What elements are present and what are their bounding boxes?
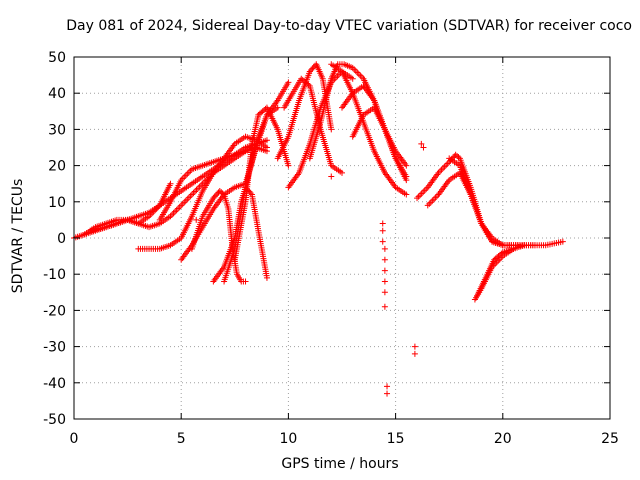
y-tick-label: 10: [48, 195, 66, 211]
y-tick-label: -50: [43, 412, 66, 428]
y-tick-label: -30: [43, 340, 66, 356]
data-point-marker: [381, 267, 388, 274]
data-point-marker: [349, 75, 356, 82]
data-point-marker: [219, 190, 226, 197]
x-tick-label: 15: [387, 431, 405, 447]
x-tick-label: 0: [70, 431, 79, 447]
y-tick-label: 40: [48, 86, 66, 102]
y-tick-label: -10: [43, 267, 66, 283]
data-point-marker: [411, 350, 418, 357]
data-point-marker: [381, 289, 388, 296]
data-point-marker: [384, 383, 391, 390]
y-tick-label: 50: [48, 50, 66, 66]
data-point-marker: [411, 343, 418, 350]
data-point-marker: [263, 274, 270, 281]
data-point-marker: [418, 140, 425, 147]
series-arc-13: [281, 75, 345, 176]
data-point-marker: [455, 154, 462, 161]
data-point-marker: [310, 64, 317, 71]
data-point-marker: [193, 216, 200, 223]
data-point-marker: [403, 177, 410, 184]
data-point-marker: [193, 235, 200, 241]
data-point-marker: [214, 190, 221, 197]
data-point-marker: [309, 65, 316, 72]
x-tick-label: 10: [279, 431, 297, 447]
data-point-marker: [210, 195, 217, 202]
y-tick-label: 30: [48, 122, 66, 138]
data-point-marker: [498, 250, 505, 257]
data-point-marker: [379, 227, 386, 234]
data-point-marker: [263, 137, 270, 144]
chart-title: Day 081 of 2024, Sidereal Day-to-day VTE…: [66, 18, 632, 34]
y-axis-ticks: 50 40 30 20 10 0 -10 -20 -30 -40 -50: [43, 50, 610, 428]
grid-lines: [74, 57, 610, 419]
series-arc-5: [156, 144, 270, 223]
data-point-marker: [167, 180, 174, 187]
data-point-marker: [306, 68, 313, 75]
series-arc-20: [446, 155, 528, 249]
data-point-marker: [274, 104, 281, 111]
data-point-marker: [420, 144, 427, 151]
data-point-marker: [328, 173, 335, 180]
data-point-marker: [510, 245, 517, 252]
data-point-marker: [403, 191, 410, 198]
data-point-marker: [559, 238, 566, 245]
data-point-marker: [285, 79, 292, 86]
series-arc-22: [474, 245, 517, 299]
y-tick-label: -20: [43, 303, 66, 319]
data-points: [71, 61, 566, 397]
data-point-marker: [211, 193, 218, 200]
data-point-marker: [339, 169, 345, 176]
data-point-marker: [242, 278, 249, 285]
data-point-marker: [381, 245, 388, 252]
x-tick-label: 20: [494, 431, 512, 447]
y-axis-label: SDTVAR / TECUs: [10, 178, 26, 294]
data-point-marker: [328, 126, 335, 133]
data-point-marker: [381, 256, 388, 263]
x-axis-label: GPS time / hours: [281, 456, 399, 472]
data-point-marker: [285, 162, 292, 169]
series-scattered: [193, 140, 427, 397]
data-point-marker: [212, 192, 219, 199]
data-point-marker: [381, 278, 388, 285]
data-point-marker: [384, 390, 391, 397]
data-point-marker: [531, 242, 538, 249]
x-axis-ticks: 0 5 10 15 20 25: [70, 57, 619, 447]
x-tick-label: 5: [177, 431, 186, 447]
y-tick-label: -40: [43, 376, 66, 392]
data-point-marker: [263, 148, 270, 155]
data-point-marker: [379, 220, 386, 227]
data-point-marker: [379, 238, 386, 245]
data-point-marker: [308, 67, 315, 74]
y-tick-label: 0: [57, 231, 66, 247]
data-point-marker: [245, 187, 252, 194]
series-arc-17: [349, 104, 410, 184]
data-point-marker: [403, 162, 410, 169]
data-point-marker: [381, 303, 388, 310]
y-tick-label: 20: [48, 159, 66, 175]
x-tick-label: 25: [601, 431, 619, 447]
data-point-marker: [305, 81, 312, 88]
